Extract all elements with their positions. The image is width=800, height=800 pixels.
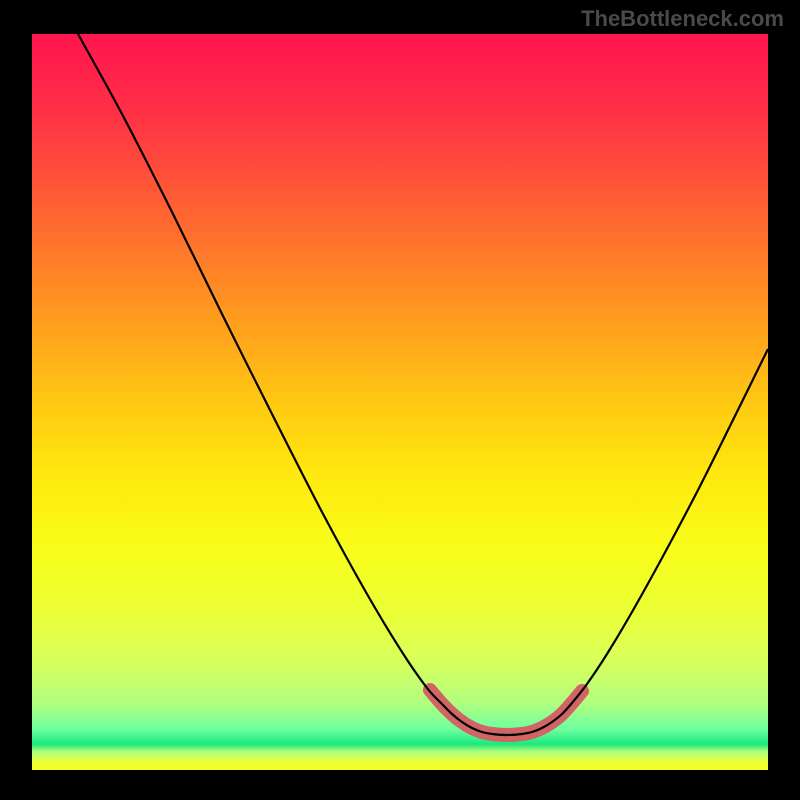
highlight-segment [430, 690, 582, 735]
watermark-text: TheBottleneck.com [581, 6, 784, 32]
main-curve [78, 34, 768, 735]
plot-area [32, 34, 768, 770]
curve-layer [32, 34, 768, 770]
